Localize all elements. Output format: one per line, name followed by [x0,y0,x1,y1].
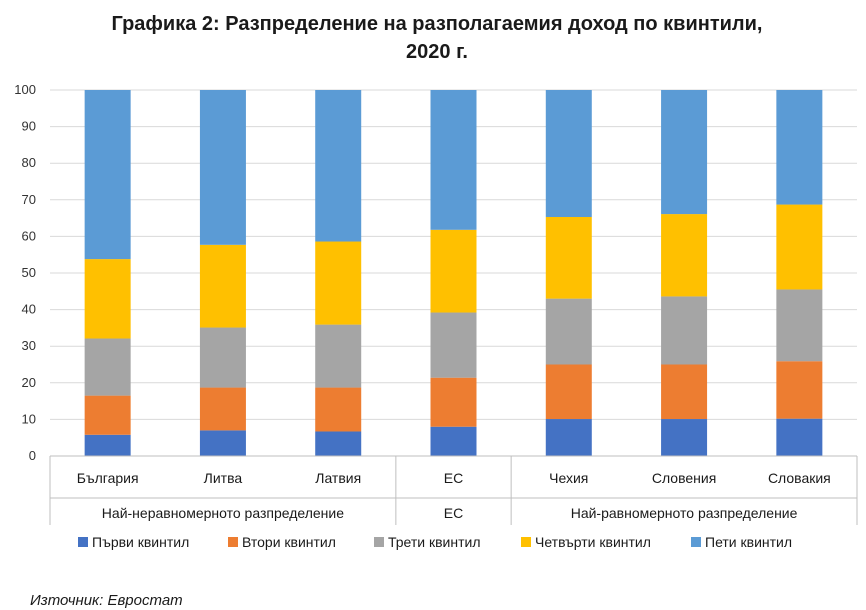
bar-segment [84,338,131,396]
bar-segment [430,229,477,313]
bar-segment [315,241,362,325]
y-tick-label: 60 [22,228,36,243]
y-tick-label: 70 [22,192,36,207]
legend-swatch [374,537,384,547]
y-tick-label: 30 [22,338,36,353]
bar-segment [430,312,477,378]
bar-segment [430,426,477,456]
chart-title-line2: 2020 г. [406,41,468,63]
x-axis: България Литва Латвия ЕС Чехия Словения Словак… [49,455,858,525]
bar-segment [661,296,708,365]
bar-segment [199,387,246,431]
legend-swatch [78,537,88,547]
bar-segment [430,90,477,230]
bar-segment [315,431,362,456]
x-tick-label: Словения [652,470,716,486]
y-tick-label: 40 [22,302,36,317]
y-tick-label: 20 [22,375,36,390]
bar-segment [776,90,823,205]
bar-segment [315,387,362,432]
bar-segment [776,289,823,362]
bar-segment [545,217,592,299]
legend-label: Трети квинтил [388,534,481,550]
bar-segment [199,327,246,388]
y-tick-label: 90 [22,119,36,134]
y-tick-label: 80 [22,155,36,170]
bar-segment [430,377,477,427]
x-tick-label: Литва [204,470,243,486]
x-tick-label: Чехия [549,470,588,486]
x-tick-label: България [77,470,139,486]
source-note: Източник: Евростат [30,592,183,609]
bar-segment [199,90,246,245]
legend-label: Втори квинтил [242,534,336,550]
bar-segment [199,244,246,328]
chart-title-line1: Графика 2: Разпределение на разполагаеми… [112,13,763,35]
legend-swatch [521,537,531,547]
bar-segment [84,434,131,456]
bar-segment [661,364,708,420]
bar-segment [545,298,592,365]
bar-segment [84,90,131,260]
group-label: Най-неравномерното разпределение [102,505,344,521]
x-tick-label: ЕС [444,470,463,486]
bar-segment [84,395,131,435]
group-label: Най-равномерното разпределение [571,505,798,521]
bars [84,90,823,456]
bar-segment [315,324,362,388]
bar-segment [776,361,823,419]
legend-swatch [691,537,701,547]
legend-label: Първи квинтил [92,534,189,550]
bar-segment [199,430,246,456]
legend: Първи квинтил Втори квинтил Трети квинтил Ч… [78,534,792,550]
bar-segment [545,419,592,456]
y-tick-label: 50 [22,265,36,280]
group-label: ЕС [444,505,463,521]
bar-segment [661,214,708,297]
legend-label: Четвърти квинтил [535,534,651,550]
x-tick-label: Латвия [315,470,361,486]
bar-segment [545,90,592,218]
bar-segment [315,90,362,242]
x-tick-label: Словакия [768,470,831,486]
y-axis: 0 10 20 30 40 50 60 70 80 90 100 [14,82,36,463]
y-tick-label: 10 [22,411,36,426]
bar-segment [776,418,823,456]
bar-segment [545,364,592,420]
y-tick-label: 100 [14,82,36,97]
bar-segment [776,204,823,290]
bar-segment [661,90,708,215]
bar-segment [84,259,131,339]
legend-swatch [228,537,238,547]
legend-label: Пети квинтил [705,534,792,550]
y-tick-label: 0 [29,448,36,463]
bar-segment [661,419,708,456]
